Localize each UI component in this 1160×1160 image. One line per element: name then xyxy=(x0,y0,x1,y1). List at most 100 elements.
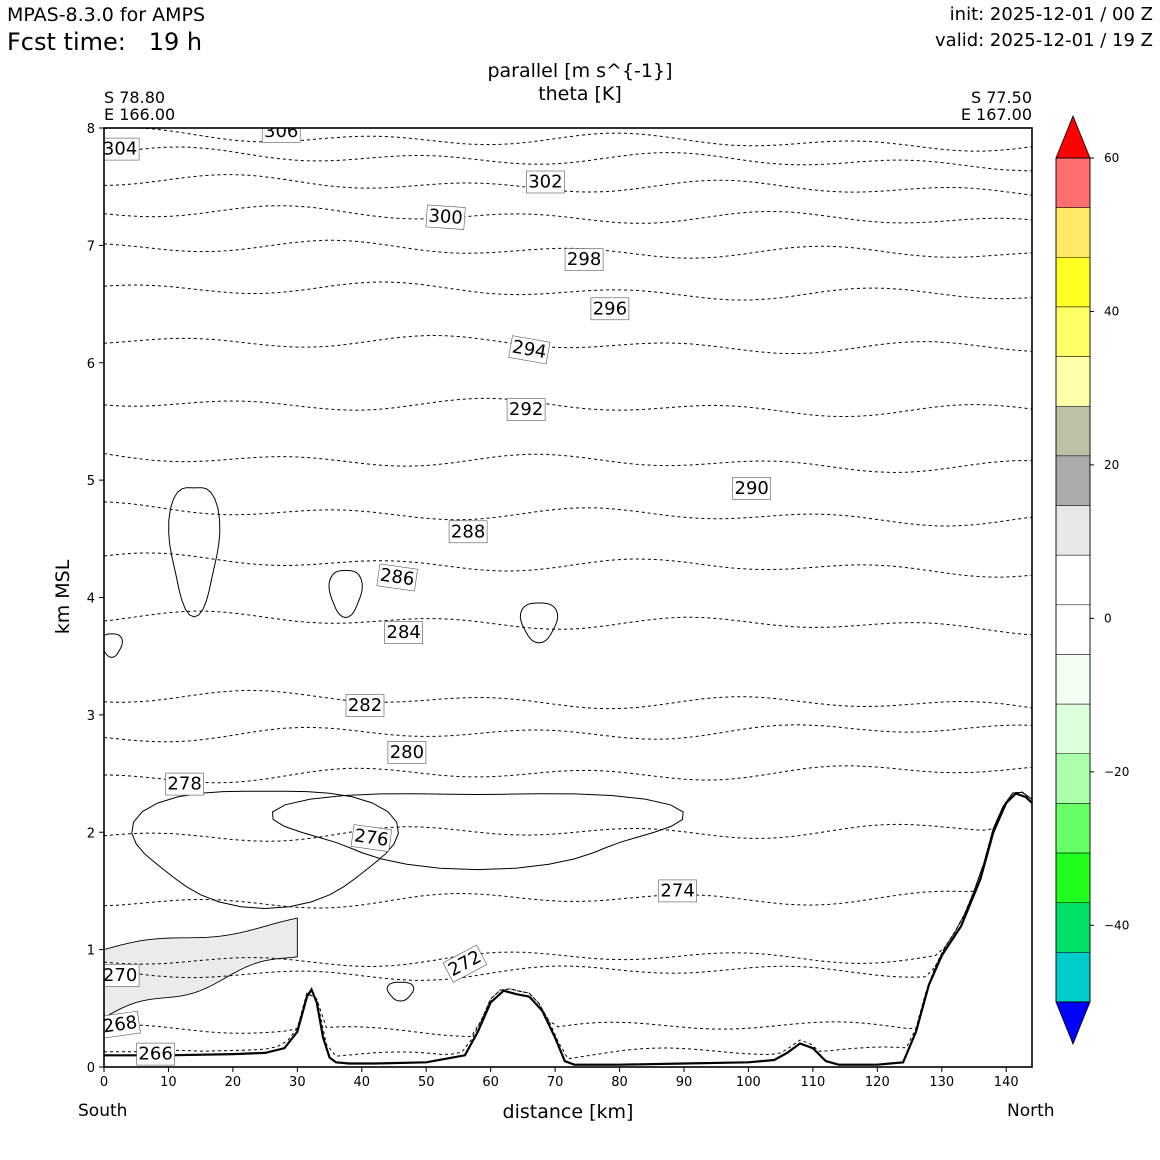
contour-label-270: 270 xyxy=(103,964,140,987)
contour-label-text: 282 xyxy=(348,695,382,716)
theta-contour-280 xyxy=(104,724,1032,743)
contour-label-290: 290 xyxy=(732,476,772,500)
start-latitude: S 78.80 xyxy=(104,88,166,107)
y-tick-label: 5 xyxy=(87,474,95,489)
y-tick-label: 3 xyxy=(87,709,95,724)
colorbar-tick-label: 60 xyxy=(1104,151,1119,165)
wind-contour-upper-left xyxy=(168,487,221,618)
x-tick-label: 70 xyxy=(547,1075,564,1090)
init-time: init: 2025-12-01 / 00 Z xyxy=(949,4,1153,25)
y-tick-label: 6 xyxy=(87,357,95,372)
x-tick-label: 20 xyxy=(225,1075,242,1090)
theta-contour-298 xyxy=(104,239,1032,259)
contour-label-text: 284 xyxy=(387,622,421,643)
contour-label-box xyxy=(658,879,697,903)
south-end-label: South xyxy=(78,1101,128,1121)
contour-label-text: 276 xyxy=(353,825,390,851)
contour-label-box xyxy=(345,694,385,717)
chart-title-line1: parallel [m s^{-1}] xyxy=(487,60,673,82)
theta-contour-290 xyxy=(104,453,1032,474)
contour-label-box xyxy=(261,128,301,143)
colorbar-segment xyxy=(1055,505,1091,556)
theta-contour-300 xyxy=(104,205,1032,224)
contour-label-text: 268 xyxy=(102,1012,139,1038)
theta-contour-274 xyxy=(104,791,1032,909)
colorbar-segment xyxy=(1055,356,1091,407)
contour-label-box xyxy=(104,1010,141,1039)
contour-label-box xyxy=(442,944,488,983)
start-longitude: E 166.00 xyxy=(104,105,176,124)
wind-contour-mid-left xyxy=(328,570,363,619)
theta-contour-272 xyxy=(104,791,1032,968)
colorbar-segment xyxy=(1055,703,1091,755)
contour-label-box xyxy=(508,335,551,365)
contour-label-box xyxy=(526,170,565,194)
colorbar-frame xyxy=(1055,157,1091,1003)
contour-label-box xyxy=(564,248,604,271)
theta-contour-304 xyxy=(104,146,1032,172)
theta-contour-282 xyxy=(104,689,1032,710)
x-tick-label: 10 xyxy=(160,1075,177,1090)
axes: 0 10 20 30 40 50 60 70 80 90 100 110 120 130 140 0 1 2 3 4 5… xyxy=(87,122,1033,1090)
x-axis-label: distance [km] xyxy=(503,1101,634,1123)
contour-label-300: 300 xyxy=(425,204,466,230)
x-tick-label: 80 xyxy=(611,1075,628,1090)
y-axis-label: km MSL xyxy=(52,559,74,634)
model-title: MPAS-8.3.0 for AMPS xyxy=(7,4,206,26)
x-tick-label: 0 xyxy=(100,1075,108,1090)
colorbar-segment xyxy=(1055,654,1091,705)
contour-label-302: 302 xyxy=(526,170,565,194)
x-tick-label: 40 xyxy=(354,1075,371,1090)
contour-label-288: 288 xyxy=(448,520,488,544)
y-tick-label: 2 xyxy=(87,826,95,841)
colorbar: 60 40 20 0 −20 −40 xyxy=(1055,114,1129,1046)
contour-label-box xyxy=(732,476,772,500)
wind-contour-mid-right xyxy=(519,602,559,644)
colorbar-segment xyxy=(1055,207,1091,258)
colorbar-tick-label: 20 xyxy=(1104,458,1119,472)
contour-label-268: 268 xyxy=(102,1010,141,1039)
contour-label-284: 284 xyxy=(384,621,424,645)
colorbar-segment xyxy=(1055,554,1091,606)
contour-label-text: 290 xyxy=(735,478,769,499)
contour-label-text: 304 xyxy=(103,139,137,160)
end-latitude: S 77.50 xyxy=(970,88,1032,107)
wind-shaded-region xyxy=(104,917,298,1019)
colorbar-segment xyxy=(1055,405,1091,457)
contour-label-266: 266 xyxy=(136,1042,175,1066)
contour-label-text: 298 xyxy=(567,249,601,270)
colorbar-segment xyxy=(1055,306,1091,357)
contour-label-box xyxy=(136,1042,175,1066)
contour-label-296: 296 xyxy=(590,297,630,321)
colorbar-tick-label: 40 xyxy=(1104,304,1119,318)
theta-contour-296 xyxy=(104,281,1032,301)
theta-contour-286 xyxy=(104,552,1032,578)
theta-contours xyxy=(104,128,1032,1060)
wind-contour-small xyxy=(386,981,415,1002)
x-tick-label: 50 xyxy=(418,1075,435,1090)
colorbar-segment xyxy=(1055,157,1091,208)
contour-label-box xyxy=(165,772,204,796)
contour-label-text: 296 xyxy=(593,298,627,319)
theta-contour-302 xyxy=(104,174,1032,196)
contour-label-text: 270 xyxy=(103,965,137,986)
x-tick-label: 110 xyxy=(800,1075,825,1090)
contour-label-298: 298 xyxy=(564,248,604,271)
contour-label-box xyxy=(104,964,140,987)
north-end-label: North xyxy=(1007,1101,1055,1121)
contour-label-box xyxy=(104,137,140,161)
colorbar-segment xyxy=(1055,257,1091,308)
contour-label-box xyxy=(590,297,630,321)
contour-label-294: 294 xyxy=(508,335,551,365)
colorbar-segment xyxy=(1055,952,1091,1003)
contour-label-text: 294 xyxy=(511,336,548,363)
x-tick-label: 140 xyxy=(994,1075,1019,1090)
theta-contour-276 xyxy=(104,791,1032,842)
colorbar-extend-min xyxy=(1055,1001,1091,1046)
theta-contour-270 xyxy=(104,791,1032,981)
wind-contour-edge xyxy=(104,633,123,658)
contour-label-292: 292 xyxy=(506,398,546,422)
y-tick-label: 7 xyxy=(87,239,95,254)
contour-label-282: 282 xyxy=(345,694,385,717)
